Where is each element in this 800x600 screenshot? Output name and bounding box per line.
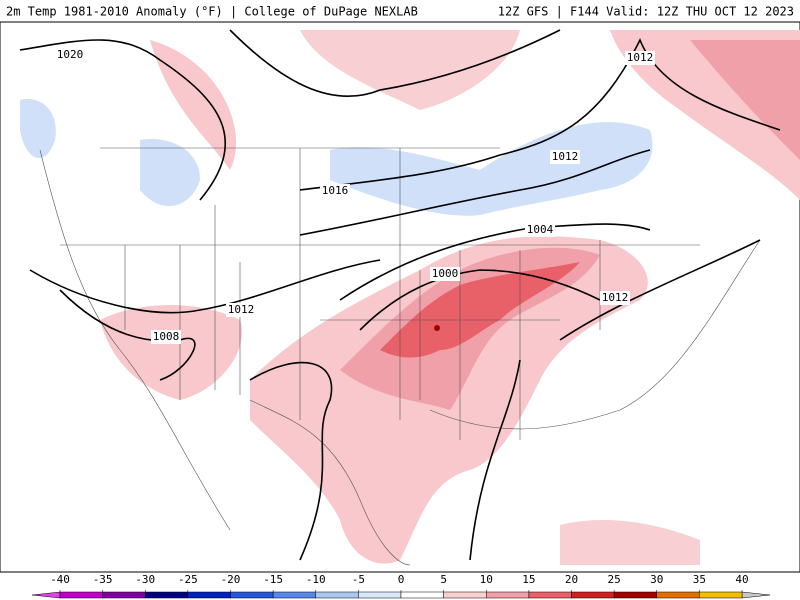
isobar (29, 259, 381, 314)
header-left: 2m Temp 1981-2010 Anomaly (°F) | College… (6, 5, 418, 19)
colorbar-segment (571, 591, 615, 599)
isobar (559, 239, 761, 341)
warm-region (300, 30, 520, 110)
colorbar-segment (230, 591, 274, 599)
isobar (469, 359, 521, 561)
colorbar-segment (145, 591, 189, 599)
colorbar-segment (358, 591, 402, 599)
colorbar-tick-label: -35 (93, 573, 113, 586)
colorbar-tick-label: -40 (50, 573, 70, 586)
coastlines (39, 149, 761, 566)
colorbar-tick-label: -30 (135, 573, 155, 586)
warm-region (100, 305, 242, 400)
isobar-label: 1012 (552, 150, 579, 163)
isobar-labels: 1020 1012 1016 1012 1004 1000 1012 1008 1012 (55, 48, 655, 344)
cool-region (140, 139, 200, 207)
map-area (0, 21, 800, 573)
cool-region (20, 99, 56, 159)
colorbar-segment (486, 591, 530, 599)
isobar (229, 29, 561, 98)
colorbar-tick-label: -15 (263, 573, 283, 586)
colorbar-tick-label: -5 (352, 573, 365, 586)
colorbar-tick-label: 15 (522, 573, 535, 586)
colorbar-segment (400, 591, 444, 599)
isobar (299, 38, 781, 191)
colorbar-tick-label: -20 (221, 573, 241, 586)
colorbar-tick-label: 25 (608, 573, 621, 586)
colorbar-tick-label: -10 (306, 573, 326, 586)
isobar-label: 1012 (602, 291, 629, 304)
isobar-label-bg (600, 291, 630, 305)
colorbar-tick-label: 40 (735, 573, 748, 586)
colorbar-segment (613, 591, 657, 599)
colorbar-segment (272, 591, 316, 599)
isobar (359, 269, 601, 331)
isobar-label: 1012 (228, 303, 255, 316)
header-right: 12Z GFS | F144 Valid: 12Z THU OCT 12 202… (498, 5, 794, 19)
colorbar-tick-label: -25 (178, 573, 198, 586)
colorbar-segment (315, 591, 359, 599)
isobar-label-bg (55, 48, 85, 62)
colorbar-tick-label: 0 (398, 573, 405, 586)
isobar-label-bg (625, 51, 655, 65)
colorbar-tick-label: 10 (480, 573, 493, 586)
colorbar-segment (528, 591, 572, 599)
isobar-label-bg (430, 267, 460, 281)
low-center (434, 325, 440, 331)
isobar-label: 1020 (57, 48, 84, 61)
warm-region (690, 40, 800, 160)
colorbar-segment (699, 591, 743, 599)
isobar (19, 39, 226, 201)
isobar-label: 1016 (322, 184, 349, 197)
warm-region (380, 262, 580, 358)
colorbar-tick-label: 35 (693, 573, 706, 586)
colorbar: -40 -35 -30 -25 -20 -15 -10 -5 0 5 10 15 20 25 30 35 40 (31, 573, 771, 599)
warm-region (150, 40, 237, 170)
isobar-label-bg (550, 150, 580, 164)
colorbar-segment (443, 591, 487, 599)
isobar-label: 1008 (153, 330, 180, 343)
isobar (249, 361, 333, 561)
isobar-label: 1004 (527, 223, 554, 236)
warm-region (560, 520, 700, 565)
colorbar-tick-label: 20 (565, 573, 578, 586)
isobar-label-bg (151, 330, 181, 344)
colorbar-segment (102, 591, 146, 599)
colorbar-tick-label: 30 (650, 573, 663, 586)
cool-region (330, 122, 653, 216)
isobar-label-bg (320, 184, 350, 198)
isobar-label-bg (226, 303, 256, 317)
isobar-label-bg (525, 223, 555, 237)
colorbar-segment (656, 591, 700, 599)
state-lines (60, 147, 700, 440)
colorbar-segment (187, 591, 231, 599)
isobar (339, 223, 651, 301)
colorbar-segment (59, 591, 103, 599)
isobar-label: 1012 (627, 51, 654, 64)
isobar-label: 1000 (432, 267, 459, 280)
isobar (299, 149, 651, 236)
colorbar-tick-label: 5 (440, 573, 447, 586)
